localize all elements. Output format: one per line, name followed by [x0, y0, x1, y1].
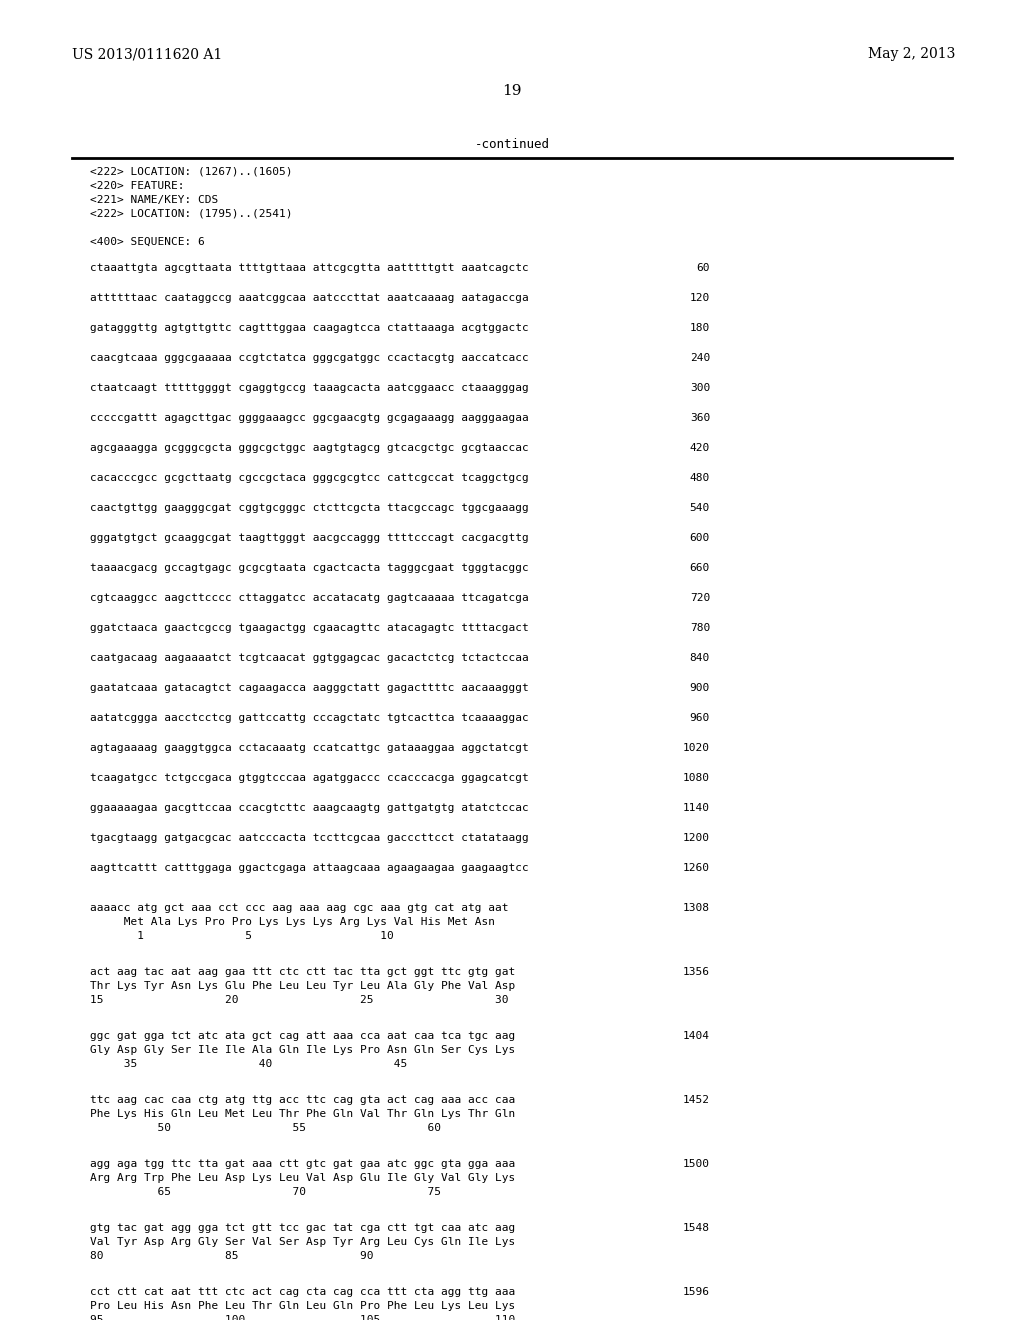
Text: 420: 420	[690, 444, 710, 453]
Text: 1308: 1308	[683, 903, 710, 913]
Text: 1500: 1500	[683, 1159, 710, 1170]
Text: agg aga tgg ttc tta gat aaa ctt gtc gat gaa atc ggc gta gga aaa: agg aga tgg ttc tta gat aaa ctt gtc gat …	[90, 1159, 515, 1170]
Text: cacacccgcc gcgcttaatg cgccgctaca gggcgcgtcc cattcgccat tcaggctgcg: cacacccgcc gcgcttaatg cgccgctaca gggcgcg…	[90, 473, 528, 483]
Text: 50                  55                  60: 50 55 60	[90, 1123, 441, 1133]
Text: 60: 60	[696, 263, 710, 273]
Text: Val Tyr Asp Arg Gly Ser Val Ser Asp Tyr Arg Leu Cys Gln Ile Lys: Val Tyr Asp Arg Gly Ser Val Ser Asp Tyr …	[90, 1237, 515, 1247]
Text: <400> SEQUENCE: 6: <400> SEQUENCE: 6	[90, 238, 205, 247]
Text: 120: 120	[690, 293, 710, 304]
Text: 720: 720	[690, 593, 710, 603]
Text: gaatatcaaa gatacagtct cagaagacca aagggctatt gagacttttc aacaaagggt: gaatatcaaa gatacagtct cagaagacca aagggct…	[90, 682, 528, 693]
Text: 1356: 1356	[683, 968, 710, 977]
Text: Gly Asp Gly Ser Ile Ile Ala Gln Ile Lys Pro Asn Gln Ser Cys Lys: Gly Asp Gly Ser Ile Ile Ala Gln Ile Lys …	[90, 1045, 515, 1055]
Text: 960: 960	[690, 713, 710, 723]
Text: gggatgtgct gcaaggcgat taagttgggt aacgccaggg ttttcccagt cacgacgttg: gggatgtgct gcaaggcgat taagttgggt aacgcca…	[90, 533, 528, 543]
Text: 480: 480	[690, 473, 710, 483]
Text: <221> NAME/KEY: CDS: <221> NAME/KEY: CDS	[90, 195, 218, 205]
Text: ggatctaaca gaactcgccg tgaagactgg cgaacagttc atacagagtc ttttacgact: ggatctaaca gaactcgccg tgaagactgg cgaacag…	[90, 623, 528, 634]
Text: ctaatcaagt tttttggggt cgaggtgccg taaagcacta aatcggaacc ctaaagggag: ctaatcaagt tttttggggt cgaggtgccg taaagca…	[90, 383, 528, 393]
Text: aatatcggga aacctcctcg gattccattg cccagctatc tgtcacttca tcaaaaggac: aatatcggga aacctcctcg gattccattg cccagct…	[90, 713, 528, 723]
Text: May 2, 2013: May 2, 2013	[867, 48, 955, 61]
Text: <222> LOCATION: (1795)..(2541): <222> LOCATION: (1795)..(2541)	[90, 209, 293, 219]
Text: 1020: 1020	[683, 743, 710, 752]
Text: Thr Lys Tyr Asn Lys Glu Phe Leu Leu Tyr Leu Ala Gly Phe Val Asp: Thr Lys Tyr Asn Lys Glu Phe Leu Leu Tyr …	[90, 981, 515, 991]
Text: 360: 360	[690, 413, 710, 422]
Text: cccccgattt agagcttgac ggggaaagcc ggcgaacgtg gcgagaaagg aagggaagaa: cccccgattt agagcttgac ggggaaagcc ggcgaac…	[90, 413, 528, 422]
Text: <220> FEATURE:: <220> FEATURE:	[90, 181, 184, 191]
Text: 35                  40                  45: 35 40 45	[90, 1059, 408, 1069]
Text: 19: 19	[502, 84, 522, 98]
Text: act aag tac aat aag gaa ttt ctc ctt tac tta gct ggt ttc gtg gat: act aag tac aat aag gaa ttt ctc ctt tac …	[90, 968, 515, 977]
Text: aaaacc atg gct aaa cct ccc aag aaa aag cgc aaa gtg cat atg aat: aaaacc atg gct aaa cct ccc aag aaa aag c…	[90, 903, 509, 913]
Text: 1452: 1452	[683, 1096, 710, 1105]
Text: 240: 240	[690, 352, 710, 363]
Text: -continued: -continued	[474, 139, 550, 150]
Text: 1548: 1548	[683, 1224, 710, 1233]
Text: US 2013/0111620 A1: US 2013/0111620 A1	[72, 48, 222, 61]
Text: caacgtcaaa gggcgaaaaa ccgtctatca gggcgatggc ccactacgtg aaccatcacc: caacgtcaaa gggcgaaaaa ccgtctatca gggcgat…	[90, 352, 528, 363]
Text: 900: 900	[690, 682, 710, 693]
Text: Pro Leu His Asn Phe Leu Thr Gln Leu Gln Pro Phe Leu Lys Leu Lys: Pro Leu His Asn Phe Leu Thr Gln Leu Gln …	[90, 1302, 515, 1311]
Text: aagttcattt catttggaga ggactcgaga attaagcaaa agaagaagaa gaagaagtcc: aagttcattt catttggaga ggactcgaga attaagc…	[90, 863, 528, 873]
Text: 1080: 1080	[683, 774, 710, 783]
Text: caactgttgg gaagggcgat cggtgcgggc ctcttcgcta ttacgccagc tggcgaaagg: caactgttgg gaagggcgat cggtgcgggc ctcttcg…	[90, 503, 528, 513]
Text: 1140: 1140	[683, 803, 710, 813]
Text: Phe Lys His Gln Leu Met Leu Thr Phe Gln Val Thr Gln Lys Thr Gln: Phe Lys His Gln Leu Met Leu Thr Phe Gln …	[90, 1109, 515, 1119]
Text: tgacgtaagg gatgacgcac aatcccacta tccttcgcaa gacccttcct ctatataagg: tgacgtaagg gatgacgcac aatcccacta tccttcg…	[90, 833, 528, 843]
Text: taaaacgacg gccagtgagc gcgcgtaata cgactcacta tagggcgaat tgggtacggc: taaaacgacg gccagtgagc gcgcgtaata cgactca…	[90, 564, 528, 573]
Text: <222> LOCATION: (1267)..(1605): <222> LOCATION: (1267)..(1605)	[90, 168, 293, 177]
Text: 780: 780	[690, 623, 710, 634]
Text: gtg tac gat agg gga tct gtt tcc gac tat cga ctt tgt caa atc aag: gtg tac gat agg gga tct gtt tcc gac tat …	[90, 1224, 515, 1233]
Text: 180: 180	[690, 323, 710, 333]
Text: Met Ala Lys Pro Pro Lys Lys Lys Arg Lys Val His Met Asn: Met Ala Lys Pro Pro Lys Lys Lys Arg Lys …	[90, 917, 495, 927]
Text: 1404: 1404	[683, 1031, 710, 1041]
Text: cct ctt cat aat ttt ctc act cag cta cag cca ttt cta agg ttg aaa: cct ctt cat aat ttt ctc act cag cta cag …	[90, 1287, 515, 1298]
Text: tcaagatgcc tctgccgaca gtggtcccaa agatggaccc ccacccacga ggagcatcgt: tcaagatgcc tctgccgaca gtggtcccaa agatgga…	[90, 774, 528, 783]
Text: gatagggttg agtgttgttc cagtttggaa caagagtcca ctattaaaga acgtggactc: gatagggttg agtgttgttc cagtttggaa caagagt…	[90, 323, 528, 333]
Text: 65                  70                  75: 65 70 75	[90, 1187, 441, 1197]
Text: agcgaaagga gcgggcgcta gggcgctggc aagtgtagcg gtcacgctgc gcgtaaccac: agcgaaagga gcgggcgcta gggcgctggc aagtgta…	[90, 444, 528, 453]
Text: attttttaac caataggccg aaatcggcaa aatcccttat aaatcaaaag aatagaccga: attttttaac caataggccg aaatcggcaa aatccct…	[90, 293, 528, 304]
Text: 300: 300	[690, 383, 710, 393]
Text: 660: 660	[690, 564, 710, 573]
Text: 1               5                   10: 1 5 10	[90, 931, 394, 941]
Text: ggc gat gga tct atc ata gct cag att aaa cca aat caa tca tgc aag: ggc gat gga tct atc ata gct cag att aaa …	[90, 1031, 515, 1041]
Text: 1260: 1260	[683, 863, 710, 873]
Text: agtagaaaag gaaggtggca cctacaaatg ccatcattgc gataaaggaa aggctatcgt: agtagaaaag gaaggtggca cctacaaatg ccatcat…	[90, 743, 528, 752]
Text: 1200: 1200	[683, 833, 710, 843]
Text: ttc aag cac caa ctg atg ttg acc ttc cag gta act cag aaa acc caa: ttc aag cac caa ctg atg ttg acc ttc cag …	[90, 1096, 515, 1105]
Text: Arg Arg Trp Phe Leu Asp Lys Leu Val Asp Glu Ile Gly Val Gly Lys: Arg Arg Trp Phe Leu Asp Lys Leu Val Asp …	[90, 1173, 515, 1183]
Text: 1596: 1596	[683, 1287, 710, 1298]
Text: ggaaaaagaa gacgttccaa ccacgtcttc aaagcaagtg gattgatgtg atatctccac: ggaaaaagaa gacgttccaa ccacgtcttc aaagcaa…	[90, 803, 528, 813]
Text: 840: 840	[690, 653, 710, 663]
Text: 95                  100                 105                 110: 95 100 105 110	[90, 1315, 515, 1320]
Text: cgtcaaggcc aagcttcccc cttaggatcc accatacatg gagtcaaaaa ttcagatcga: cgtcaaggcc aagcttcccc cttaggatcc accatac…	[90, 593, 528, 603]
Text: 600: 600	[690, 533, 710, 543]
Text: 15                  20                  25                  30: 15 20 25 30	[90, 995, 509, 1005]
Text: 80                  85                  90: 80 85 90	[90, 1251, 374, 1261]
Text: ctaaattgta agcgttaata ttttgttaaa attcgcgtta aatttttgtt aaatcagctc: ctaaattgta agcgttaata ttttgttaaa attcgcg…	[90, 263, 528, 273]
Text: 540: 540	[690, 503, 710, 513]
Text: caatgacaag aagaaaatct tcgtcaacat ggtggagcac gacactctcg tctactccaa: caatgacaag aagaaaatct tcgtcaacat ggtggag…	[90, 653, 528, 663]
